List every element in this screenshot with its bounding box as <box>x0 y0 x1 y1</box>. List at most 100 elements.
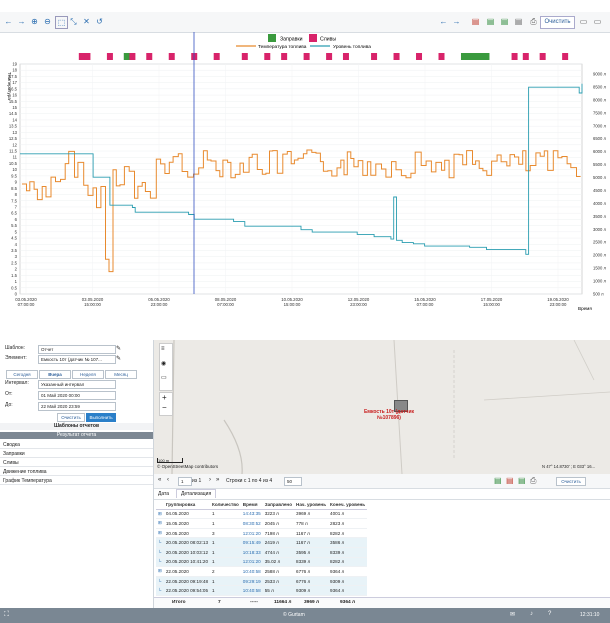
pdf-icon[interactable]: ▤ <box>471 17 480 26</box>
expand-icon[interactable]: ⊞ <box>156 518 164 529</box>
ruler-icon[interactable]: ▭ <box>161 375 167 381</box>
excel-icon[interactable]: ▤ <box>500 17 509 26</box>
prev-page-icon[interactable]: ‹ <box>167 477 169 483</box>
table-subrow[interactable]: └ 20.05.2020 10:03:12 1 10:18:33 4744 л 3595 … <box>156 547 368 558</box>
templates-section[interactable]: Шаблоны отчетов <box>0 423 153 430</box>
fullscreen-icon[interactable]: ⛶ <box>4 611 9 618</box>
tab-date[interactable]: Дата <box>158 491 170 497</box>
table-cell[interactable]: 10:40:58 <box>240 566 263 577</box>
week-button[interactable]: Неделя <box>72 370 104 379</box>
layout-icon[interactable]: ▭ <box>579 17 588 26</box>
y-tick-label: 1 <box>15 279 18 284</box>
eye-icon[interactable]: ◉ <box>161 361 167 367</box>
next-icon[interactable]: → <box>452 17 461 26</box>
column-header[interactable]: Группировка <box>163 500 211 510</box>
map-view[interactable]: ≡ ◉ ▭ + − Емкость 10т (датчик №107896) 1… <box>154 340 610 474</box>
drain-marker <box>326 53 333 60</box>
x-tick-date: 03.05.2020 <box>82 297 104 302</box>
template-select[interactable]: Отчет <box>38 345 116 354</box>
zoom-in-icon[interactable]: ⊕ <box>31 17 38 26</box>
expand-icon[interactable]: ⊞ <box>156 509 164 520</box>
column-header[interactable]: Заправлено <box>262 500 295 510</box>
map-zoom-out-icon[interactable]: − <box>162 403 167 412</box>
column-header[interactable]: Конеч. уровень <box>328 500 368 510</box>
column-header[interactable]: Время <box>240 500 263 510</box>
print-icon[interactable]: ⎙ <box>530 476 537 485</box>
pdf-icon[interactable]: ▤ <box>506 476 514 485</box>
to-input[interactable]: 22 Май 2020 23:59 <box>38 402 116 411</box>
table-cell[interactable]: 10:40:58 <box>240 585 263 596</box>
element-select[interactable]: Емкость 10т (датчик № 107... <box>38 355 116 364</box>
zoom-select-icon[interactable]: ⬚ <box>55 16 68 29</box>
tank-icon[interactable] <box>394 400 408 412</box>
tab-detail[interactable]: Детализация <box>176 489 217 498</box>
page-size-select[interactable]: 50 <box>284 477 302 486</box>
drain-marker <box>84 53 91 60</box>
excel-icon[interactable]: ▤ <box>486 17 495 26</box>
y-tick-label: 5.5 <box>11 223 17 228</box>
table-cell: 4744 л <box>262 547 295 558</box>
interval-select[interactable]: Указанный интервал <box>38 380 116 389</box>
layers-icon[interactable]: ≡ <box>161 346 165 352</box>
notification-icon[interactable]: ✉ <box>510 612 516 618</box>
map-zoom-in-icon[interactable]: + <box>162 393 167 402</box>
nav-summary[interactable]: Сводка <box>0 441 153 449</box>
from-input[interactable]: 01 Май 2020 00:00 <box>38 391 116 400</box>
sound-icon[interactable]: ♪ <box>530 611 533 617</box>
arrow-left-icon[interactable]: ← <box>4 17 13 26</box>
x-tick-time: 23:00:00 <box>151 302 168 307</box>
results-section[interactable]: Результат отчета <box>0 432 153 439</box>
column-header[interactable]: Количество <box>210 500 241 510</box>
table-row[interactable]: ⊞ 20.05.2020 3 12:01:20 7198 л 1167 л 8282 л <box>156 528 368 539</box>
help-icon[interactable]: ? <box>548 611 552 617</box>
fuel-chart[interactable]: Заправки Сливы Температура топлива Урове… <box>0 32 610 324</box>
clear-button[interactable]: Очистить <box>540 16 575 29</box>
nav-fuel-movement[interactable]: Движение топлива <box>0 468 153 476</box>
arrow-right-icon[interactable]: → <box>17 17 26 26</box>
document-icon[interactable]: ▤ <box>514 17 523 26</box>
zoom-fit-icon[interactable]: ⤡ <box>70 17 77 26</box>
y2-tick-label: 7000 л <box>593 123 606 128</box>
table-cell[interactable]: 12:01:20 <box>240 528 263 539</box>
table-row[interactable]: ⊞ 15.05.2020 1 08:30:52 2045 л 778 л 2823 л <box>156 518 368 529</box>
table-cell[interactable]: 12:01:20 <box>240 557 263 568</box>
table-row[interactable]: ⊞ 04.05.2020 1 14:43:35 3223 л 3969 л 4001 л <box>156 509 368 520</box>
shrink-icon[interactable]: ✕ <box>83 17 90 26</box>
run-button[interactable]: Выполнить <box>86 413 116 422</box>
page-input[interactable]: 1 <box>178 477 192 486</box>
table-subrow[interactable]: └ 20.05.2020 08:02:13 1 09:15:49 2419 л 1167 … <box>156 537 368 548</box>
print-icon[interactable]: ⎙ <box>530 17 537 26</box>
next-page-icon[interactable]: › <box>209 477 211 483</box>
table-row[interactable]: ⊞ 22.05.2020 2 10:40:58 2588 л 6776 л 9364 л <box>156 566 368 577</box>
prev-icon[interactable]: ← <box>439 17 448 26</box>
yesterday-button[interactable]: Вчера <box>39 370 71 379</box>
month-button[interactable]: Месяц <box>105 370 137 379</box>
table-cell[interactable]: 10:18:33 <box>240 547 263 558</box>
nav-temperature-chart[interactable]: График Температура <box>0 477 153 485</box>
wrench-icon[interactable]: ✎ <box>116 356 122 362</box>
wrench-icon[interactable]: ✎ <box>116 346 122 352</box>
table-cell[interactable]: 09:29:19 <box>240 576 263 587</box>
column-header[interactable]: Нач. уровень <box>294 500 329 510</box>
table-cell[interactable]: 14:43:35 <box>240 509 263 520</box>
nav-refuels[interactable]: Заправки <box>0 450 153 458</box>
table-subrow[interactable]: └ 20.05.2020 10:41:20 1 12:01:20 35.02 л 8339… <box>156 557 368 568</box>
layout-alt-icon[interactable]: ▭ <box>593 17 602 26</box>
table-subrow[interactable]: └ 22.05.2020 09:19:48 1 09:29:19 2533 л 6776 … <box>156 576 368 587</box>
last-page-icon[interactable]: » <box>216 477 220 483</box>
first-page-icon[interactable]: « <box>158 477 162 483</box>
expand-icon[interactable]: ⊞ <box>156 528 164 539</box>
excel-icon[interactable]: ▤ <box>518 476 526 485</box>
table-cell[interactable]: 09:15:49 <box>240 537 263 548</box>
table-clear-button[interactable]: Очистить <box>556 477 586 486</box>
excel-icon[interactable]: ▤ <box>494 476 502 485</box>
nav-drains[interactable]: Сливы <box>0 459 153 467</box>
clear-report-button[interactable]: Очистить <box>57 413 85 422</box>
zoom-out-icon[interactable]: ⊖ <box>44 17 51 26</box>
y-tick-label: 7 <box>15 204 18 209</box>
table-cell[interactable]: 08:30:52 <box>240 518 263 529</box>
reset-icon[interactable]: ↺ <box>96 17 103 26</box>
expand-icon[interactable]: ⊞ <box>156 566 164 577</box>
today-button[interactable]: Сегодня <box>6 370 38 379</box>
